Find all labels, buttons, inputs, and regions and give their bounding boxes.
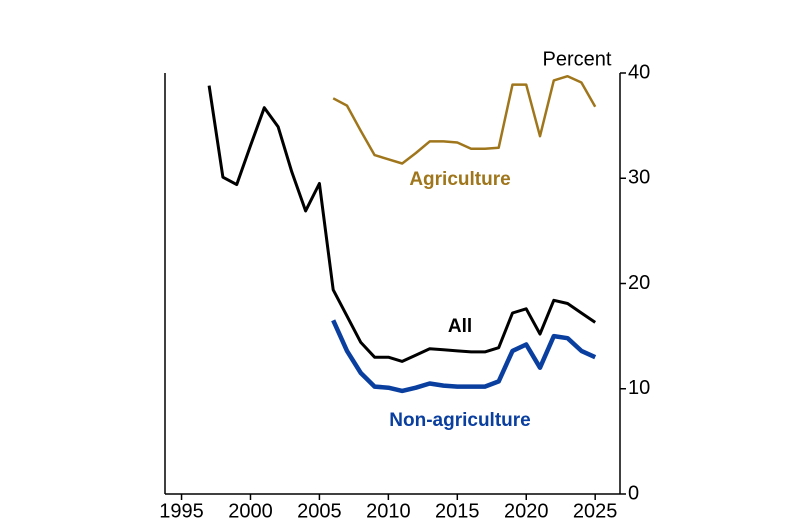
series-line — [331, 319, 597, 394]
y-tick-label: 10 — [628, 377, 650, 399]
y-tick-label: 40 — [628, 61, 650, 83]
x-tick-label: 2020 — [504, 500, 549, 522]
series-label: Non-agriculture — [389, 410, 530, 431]
y-tick-label: 30 — [628, 167, 650, 189]
x-tick-label: 2005 — [297, 500, 342, 522]
x-tick-label: 1995 — [159, 500, 204, 522]
series-line — [332, 74, 597, 165]
x-tick-label: 2010 — [366, 500, 411, 522]
series-line — [207, 85, 597, 363]
x-tick-label: 2015 — [435, 500, 480, 522]
x-tick-label: 2025 — [573, 500, 618, 522]
y-axis-label: Percent — [543, 48, 612, 70]
series-label: Agriculture — [409, 169, 510, 190]
y-tick-label: 20 — [628, 272, 650, 294]
y-tick-label: 0 — [628, 482, 639, 504]
x-tick-label: 2000 — [228, 500, 273, 522]
series-label: All — [448, 316, 472, 337]
